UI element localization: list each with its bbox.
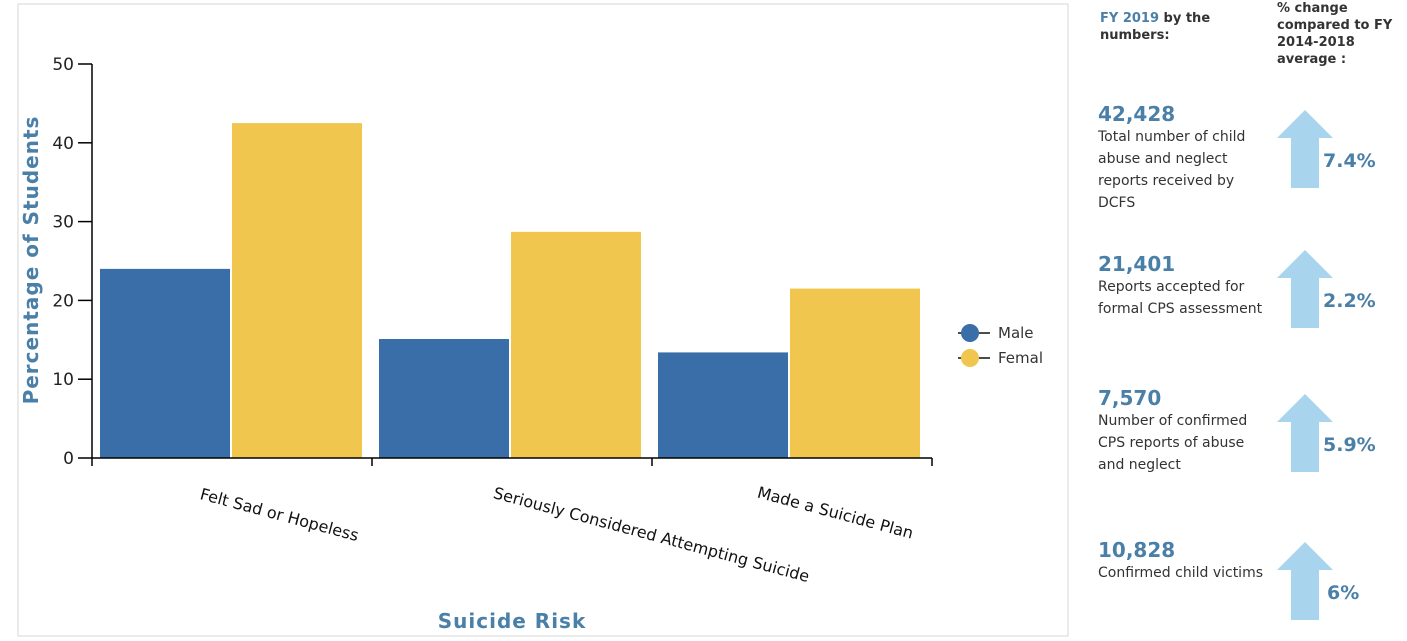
up-arrow-icon	[1277, 542, 1333, 620]
bar-chart: 0 10 20 30 40 50 Felt Sad or Hopeless Seriousl…	[17, 3, 1069, 637]
stat-item: 42,428 Total number of child abuse and ne…	[1098, 102, 1268, 214]
bar-male-1	[100, 268, 230, 458]
stat-value: 42,428	[1098, 102, 1176, 126]
up-arrow-icon	[1277, 250, 1333, 328]
y-axis: 0 10 20 30 40 50	[52, 55, 93, 469]
y-axis-title: Percentage of Students	[19, 116, 43, 405]
bar-male-2	[379, 339, 509, 458]
bar-female-1	[232, 123, 362, 458]
stats-header-left: FY 2019 by the numbers:	[1100, 10, 1230, 44]
bar-female-3	[790, 288, 920, 458]
change-indicator: 7.4%	[1275, 108, 1395, 188]
stat-item: 7,570 Number of confirmed CPS reports of …	[1098, 386, 1268, 476]
x-axis: Felt Sad or Hopeless Seriously Considered…	[91, 457, 933, 586]
chart-border	[17, 3, 1069, 637]
y-tick-label: 50	[52, 55, 74, 75]
legend-label-female: Femal	[998, 349, 1043, 367]
percent-change: 5.9%	[1323, 434, 1376, 456]
legend: Male Femal	[958, 324, 1043, 367]
y-tick-label: 0	[63, 449, 74, 469]
stat-value: 7,570	[1098, 386, 1162, 410]
x-category-label: Made a Suicide Plan	[755, 483, 915, 543]
stat-value: 21,401	[1098, 252, 1176, 276]
up-arrow-icon	[1277, 110, 1333, 188]
stat-description: Total number of child abuse and neglect …	[1098, 129, 1246, 211]
bars	[100, 123, 920, 458]
percent-change: 7.4%	[1323, 150, 1376, 172]
legend-marker-male	[961, 324, 979, 342]
by-the-numbers-label: by the numbers:	[1100, 11, 1211, 43]
stats-header-right: % change compared to FY 2014-2018 averag…	[1277, 1, 1393, 67]
change-indicator: 2.2%	[1275, 248, 1395, 328]
stat-item: 21,401 Reports accepted for formal CPS as…	[1098, 252, 1268, 320]
bar-male-3	[658, 352, 788, 458]
y-tick-label: 10	[52, 370, 74, 390]
y-tick-label: 20	[52, 291, 74, 311]
chart-canvas: 0 10 20 30 40 50 Felt Sad or Hopeless Seriousl…	[17, 3, 1069, 637]
stat-item: 10,828 Confirmed child victims	[1098, 538, 1268, 584]
y-tick-label: 40	[52, 134, 74, 154]
fy-label: FY 2019	[1100, 11, 1160, 26]
up-arrow-icon	[1277, 394, 1333, 472]
x-category-label: Felt Sad or Hopeless	[198, 484, 361, 545]
stat-value: 10,828	[1098, 538, 1176, 562]
change-indicator: 6%	[1275, 540, 1395, 620]
legend-label-male: Male	[998, 324, 1034, 342]
stat-description: Number of confirmed CPS reports of abuse…	[1098, 413, 1248, 473]
percent-change: 2.2%	[1323, 290, 1376, 312]
change-indicator: 5.9%	[1275, 392, 1395, 472]
percent-change: 6%	[1327, 582, 1360, 604]
stat-description: Confirmed child victims	[1098, 565, 1263, 581]
y-tick-label: 30	[52, 213, 74, 233]
bar-female-2	[511, 231, 641, 458]
x-axis-title: Suicide Risk	[438, 609, 587, 633]
stats-panel: FY 2019 by the numbers: % change compare…	[1090, 0, 1407, 641]
legend-marker-female	[961, 349, 979, 367]
stat-description: Reports accepted for formal CPS assessme…	[1098, 279, 1263, 317]
